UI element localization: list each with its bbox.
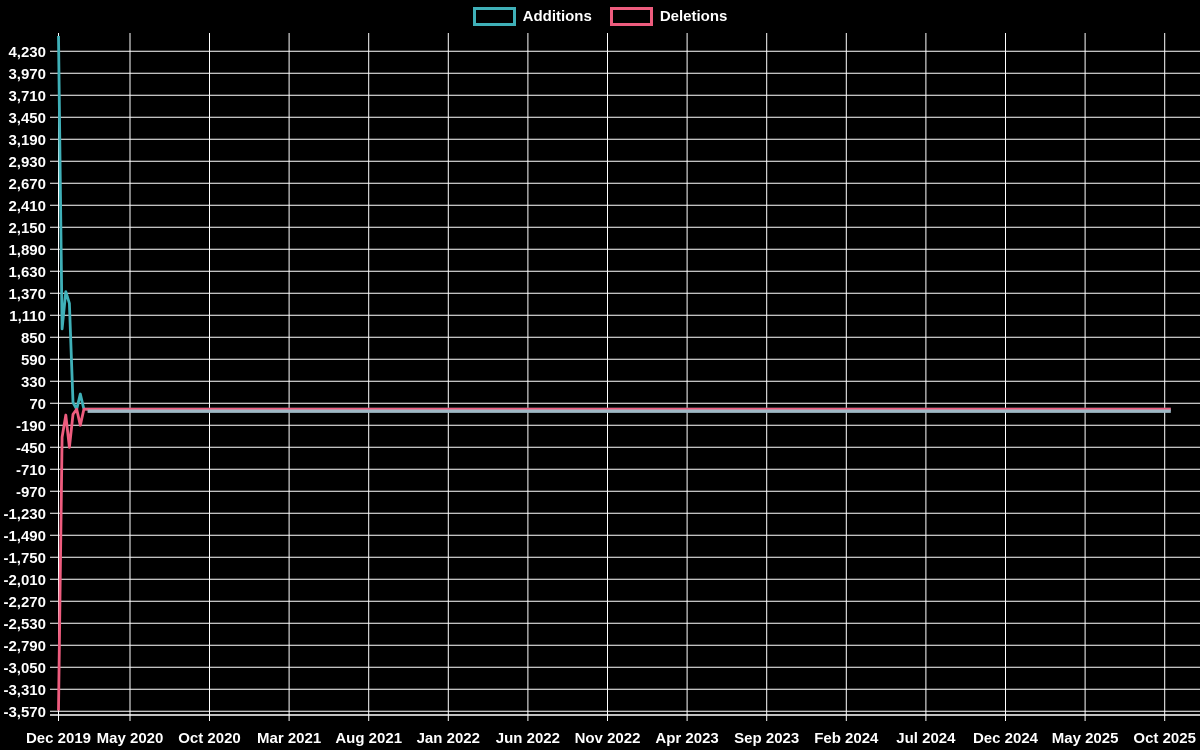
- svg-text:-1,230: -1,230: [3, 506, 46, 523]
- svg-text:-1,490: -1,490: [3, 528, 46, 545]
- svg-text:Nov 2022: Nov 2022: [575, 730, 641, 747]
- svg-text:590: 590: [21, 352, 46, 369]
- svg-text:May 2020: May 2020: [97, 730, 164, 747]
- svg-text:-2,530: -2,530: [3, 616, 46, 633]
- svg-text:Jan 2022: Jan 2022: [417, 730, 480, 747]
- svg-text:2,150: 2,150: [8, 220, 46, 237]
- svg-text:70: 70: [29, 396, 46, 413]
- legend-item-additions[interactable]: Additions: [472, 7, 592, 26]
- svg-text:-190: -190: [16, 418, 46, 435]
- svg-text:May 2025: May 2025: [1052, 730, 1119, 747]
- svg-text:1,370: 1,370: [8, 286, 46, 303]
- svg-text:Apr 2023: Apr 2023: [655, 730, 718, 747]
- svg-text:-450: -450: [16, 440, 46, 457]
- svg-text:-1,750: -1,750: [3, 550, 46, 567]
- svg-text:Oct 2020: Oct 2020: [178, 730, 241, 747]
- svg-text:1,630: 1,630: [8, 264, 46, 281]
- svg-text:3,970: 3,970: [8, 66, 46, 83]
- legend-label-deletions: Deletions: [659, 8, 728, 25]
- svg-text:Feb 2024: Feb 2024: [814, 730, 879, 747]
- additions-swatch-icon: [472, 7, 516, 26]
- svg-text:2,670: 2,670: [8, 176, 46, 193]
- svg-text:850: 850: [21, 330, 46, 347]
- legend-label-additions: Additions: [522, 8, 592, 25]
- svg-text:1,110: 1,110: [9, 308, 46, 325]
- svg-text:3,190: 3,190: [8, 132, 46, 149]
- svg-text:Dec 2019: Dec 2019: [26, 730, 91, 747]
- svg-text:-970: -970: [16, 484, 46, 501]
- svg-text:3,710: 3,710: [8, 88, 46, 105]
- svg-text:Aug 2021: Aug 2021: [335, 730, 402, 747]
- svg-text:-3,050: -3,050: [3, 660, 46, 677]
- deletions-swatch-icon: [609, 7, 653, 26]
- svg-text:-710: -710: [16, 462, 46, 479]
- svg-text:-3,310: -3,310: [3, 682, 46, 699]
- svg-text:-3,570: -3,570: [3, 704, 46, 721]
- svg-text:Jun 2022: Jun 2022: [496, 730, 560, 747]
- svg-text:1,890: 1,890: [8, 242, 46, 259]
- svg-text:2,410: 2,410: [8, 198, 46, 215]
- chart-legend: Additions Deletions: [0, 7, 1200, 26]
- svg-text:330: 330: [21, 374, 46, 391]
- svg-text:-2,270: -2,270: [3, 594, 46, 611]
- svg-text:4,230: 4,230: [8, 44, 46, 61]
- svg-text:Jul 2024: Jul 2024: [896, 730, 956, 747]
- svg-text:Mar 2021: Mar 2021: [257, 730, 321, 747]
- svg-text:Sep 2023: Sep 2023: [734, 730, 799, 747]
- svg-text:3,450: 3,450: [8, 110, 46, 127]
- svg-text:Dec 2024: Dec 2024: [973, 730, 1039, 747]
- svg-text:2,930: 2,930: [8, 154, 46, 171]
- svg-text:Oct 2025: Oct 2025: [1133, 730, 1196, 747]
- svg-text:-2,790: -2,790: [3, 638, 46, 655]
- legend-item-deletions[interactable]: Deletions: [609, 7, 728, 26]
- svg-text:-2,010: -2,010: [3, 572, 46, 589]
